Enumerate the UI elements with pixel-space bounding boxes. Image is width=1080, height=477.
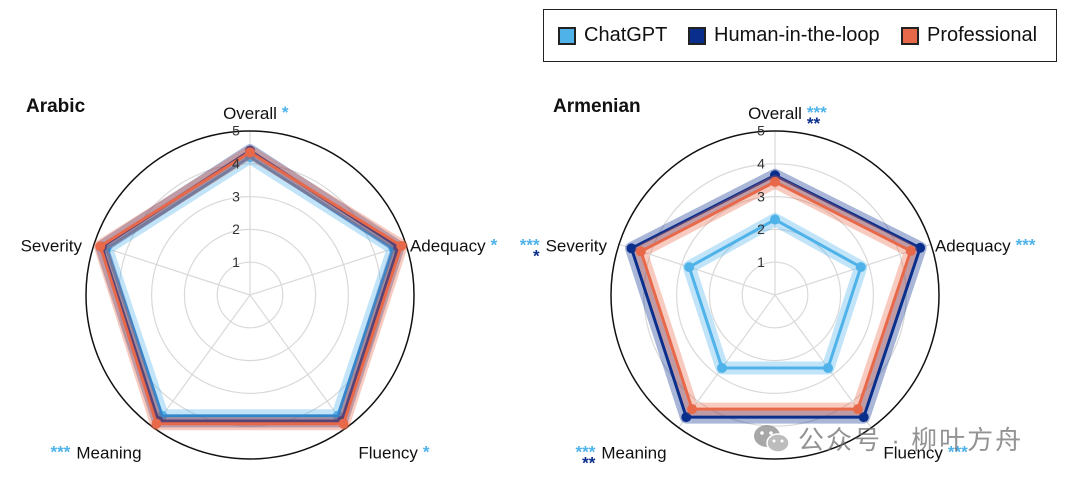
point-professional-meaning bbox=[687, 404, 698, 415]
point-chatgpt-meaning bbox=[716, 362, 727, 373]
point-professional-meaning bbox=[151, 418, 162, 429]
spoke-severity bbox=[93, 243, 251, 296]
point-professional-severity bbox=[95, 241, 106, 252]
axis-label-meaning: Meaning bbox=[76, 444, 141, 463]
spoke-adequacy bbox=[249, 243, 407, 296]
point-chatgpt-severity bbox=[684, 262, 695, 273]
series-line-professional bbox=[98, 150, 403, 426]
radial-tick-label: 3 bbox=[757, 188, 765, 204]
series-line-chatgpt bbox=[105, 155, 395, 418]
point-human-in-the-loop-fluency bbox=[858, 412, 869, 423]
significance-stars-meaning: ** bbox=[582, 454, 596, 473]
axis-label-overall: Overall bbox=[223, 104, 277, 123]
legend-label-chatgpt: ChatGPT bbox=[584, 24, 668, 46]
series-line-human-in-the-loop bbox=[630, 173, 922, 419]
legend-label-professional: Professional bbox=[927, 24, 1038, 46]
point-human-in-the-loop-severity bbox=[626, 243, 637, 254]
radial-tick-label: 1 bbox=[232, 254, 240, 270]
point-chatgpt-fluency bbox=[823, 362, 834, 373]
significance-stars-overall: *** bbox=[807, 103, 827, 122]
spoke-fluency bbox=[249, 294, 347, 429]
chart-title: Armenian bbox=[553, 96, 641, 117]
significance-stars-adequacy: *** bbox=[1016, 235, 1036, 254]
legend-item-human-in-the-loop: Human-in-the-loop bbox=[688, 24, 880, 47]
spoke-adequacy bbox=[774, 243, 932, 296]
significance-stars-meaning: *** bbox=[576, 443, 596, 462]
significance-stars-meaning: *** bbox=[51, 443, 71, 462]
significance-stars-overall: ** bbox=[807, 114, 821, 133]
significance-stars-fluency: * bbox=[423, 443, 430, 462]
series-line-chatgpt bbox=[687, 218, 863, 370]
point-professional-adequacy bbox=[905, 245, 916, 256]
radial-tick-label: 2 bbox=[232, 221, 240, 237]
radial-tick-label: 4 bbox=[757, 156, 765, 172]
radial-tick-label: 4 bbox=[232, 156, 240, 172]
point-professional-fluency bbox=[852, 404, 863, 415]
radial-tick-label: 3 bbox=[232, 188, 240, 204]
significance-stars-fluency: *** bbox=[948, 443, 968, 462]
legend-item-professional: Professional bbox=[901, 24, 1037, 47]
chart-title: Arabic bbox=[26, 96, 86, 117]
point-professional-fluency bbox=[338, 418, 349, 429]
axis-label-severity: Severity bbox=[546, 236, 608, 255]
axis-label-fluency: Fluency bbox=[358, 444, 418, 463]
point-chatgpt-overall bbox=[770, 214, 780, 225]
point-professional-adequacy bbox=[396, 240, 407, 251]
point-professional-overall bbox=[770, 176, 780, 187]
legend-swatch-chatgpt bbox=[558, 26, 576, 45]
axis-label-overall: Overall bbox=[748, 104, 802, 123]
axis-label-meaning: Meaning bbox=[601, 444, 666, 463]
point-professional-overall bbox=[245, 147, 255, 158]
legend: ChatGPT Human-in-the-loop Professional bbox=[543, 9, 1057, 62]
series-line-professional bbox=[639, 180, 913, 411]
radial-tick-label: 2 bbox=[757, 221, 765, 237]
radial-tick-label: 5 bbox=[232, 123, 240, 139]
outer-circle bbox=[610, 130, 940, 460]
axis-label-adequacy: Adequacy bbox=[935, 236, 1011, 255]
legend-swatch-professional bbox=[901, 26, 919, 45]
significance-stars-overall: * bbox=[282, 103, 289, 122]
significance-stars-adequacy: * bbox=[491, 235, 498, 254]
axis-label-severity: Severity bbox=[21, 236, 83, 255]
axis-label-fluency: Fluency bbox=[883, 444, 943, 463]
significance-stars-severity: * bbox=[533, 246, 540, 265]
significance-stars-severity: *** bbox=[520, 235, 540, 254]
point-professional-severity bbox=[635, 246, 646, 257]
point-chatgpt-adequacy bbox=[855, 262, 866, 273]
radial-tick-label: 1 bbox=[757, 254, 765, 270]
point-human-in-the-loop-adequacy bbox=[915, 242, 926, 253]
legend-swatch-human-in-the-loop bbox=[688, 26, 706, 45]
radial-tick-label: 5 bbox=[757, 123, 765, 139]
outer-circle bbox=[85, 130, 415, 460]
legend-item-chatgpt: ChatGPT bbox=[558, 24, 667, 47]
axis-label-adequacy: Adequacy bbox=[410, 236, 486, 255]
legend-label-human-in-the-loop: Human-in-the-loop bbox=[714, 24, 880, 46]
spoke-meaning bbox=[153, 294, 251, 429]
point-human-in-the-loop-meaning bbox=[681, 412, 692, 423]
